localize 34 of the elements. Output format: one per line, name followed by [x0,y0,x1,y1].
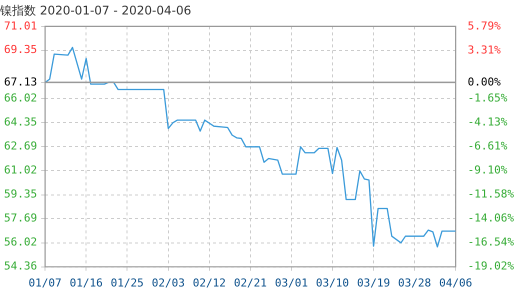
y-tick-label: 59.35 [4,188,38,201]
y-tick-label: 64.35 [4,115,38,128]
y2-tick-label: -1.65% [468,91,508,104]
y2-tick-label: -4.13% [468,115,508,128]
y-tick-label: 54.36 [4,260,38,273]
x-tick-label: 01/07 [28,276,62,290]
y-tick-label: 71.01 [4,19,38,32]
x-tick-label: 04/06 [439,276,472,290]
y2-tick-label: -19.02% [468,260,514,273]
y2-tick-label: -9.10% [468,164,508,177]
y-tick-label: 66.02 [4,91,38,104]
y2-tick-label: -6.61% [468,139,508,152]
y-tick-label: 69.35 [4,43,38,56]
y2-tick-label: 5.79% [468,19,502,32]
y2-tick-label: -16.54% [468,236,514,249]
y-tick-label: 57.69 [4,212,38,225]
x-tick-label: 02/12 [192,276,226,290]
y-tick-label: 56.02 [4,236,38,249]
x-tick-label: 03/01 [274,276,308,290]
x-tick-label: 03/19 [356,276,390,290]
x-tick-label: 03/28 [398,276,432,290]
y-tick-label: 61.02 [4,164,38,176]
x-tick-label: 02/21 [234,276,267,290]
y2-tick-label: -14.06% [468,212,514,225]
x-tick-label: 01/25 [110,276,144,290]
x-tick-label: 03/10 [316,276,350,290]
x-tick-label: 02/03 [152,276,185,290]
y2-tick-label: 3.31% [468,43,502,56]
y-tick-label: 67.13 [4,75,38,88]
y-tick-label: 62.69 [4,139,38,152]
y2-tick-label: 0.00% [468,75,502,88]
y2-tick-label: -11.58% [468,188,514,201]
chart-title: 镍指数 2020-01-07 - 2020-04-06 [0,3,192,18]
x-tick-label: 01/16 [70,276,103,290]
